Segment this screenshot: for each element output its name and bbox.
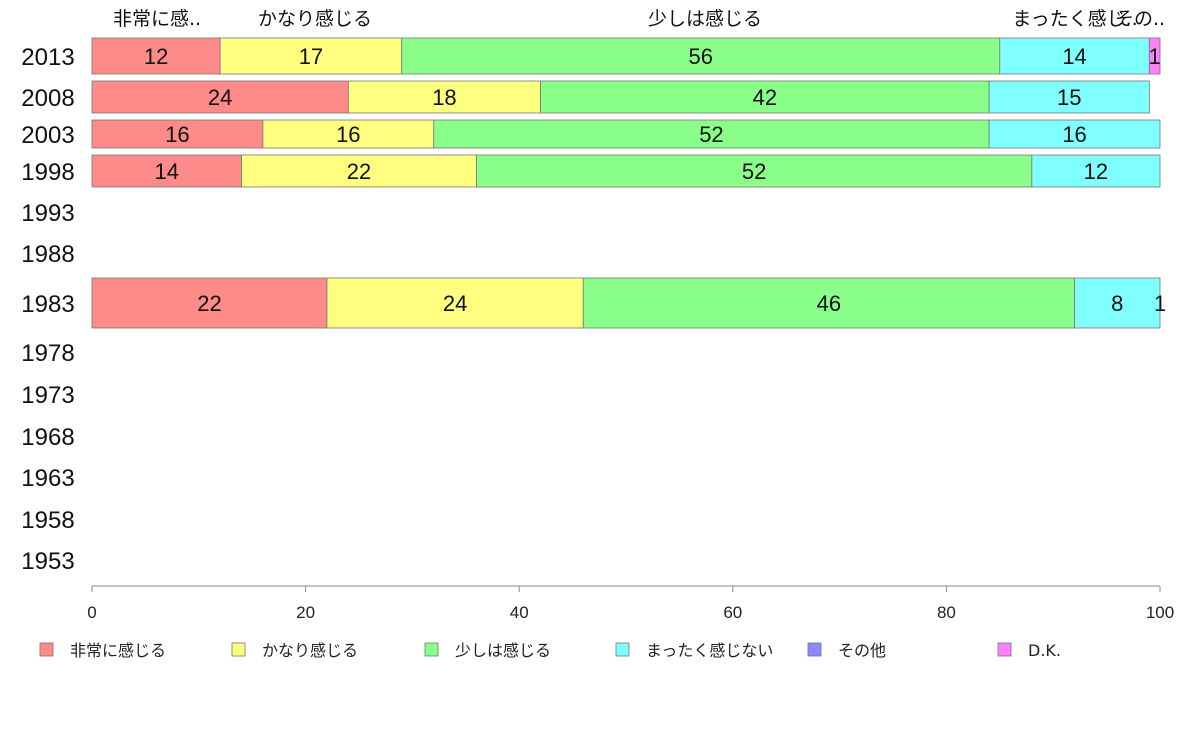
bar-1983-series-3 bbox=[1074, 277, 1161, 329]
year-label-1973: 1973 bbox=[21, 382, 74, 409]
bar-2013-series-1 bbox=[219, 37, 403, 75]
bar-2008-series-0 bbox=[91, 80, 349, 114]
data-label-2003-series-0: 16 bbox=[165, 122, 189, 147]
year-axis-labels: 2013 2008 2003 1998 1993 1988 1983 1978 1973 1968… bbox=[21, 44, 74, 575]
data-label-1998-series-1: 22 bbox=[347, 159, 371, 184]
bar-2003-series-2 bbox=[433, 119, 990, 149]
year-label-1968: 1968 bbox=[21, 424, 74, 451]
legend-swatch-2 bbox=[424, 642, 439, 657]
x-tick-label-80: 80 bbox=[937, 603, 956, 622]
data-label-2013-series-2: 56 bbox=[689, 44, 713, 69]
data-label-2003-series-1: 16 bbox=[336, 122, 360, 147]
year-label-1953: 1953 bbox=[21, 548, 74, 575]
top-label-4: その.. bbox=[1115, 8, 1165, 30]
year-label-1978: 1978 bbox=[21, 340, 74, 367]
year-label-1983: 1983 bbox=[21, 291, 74, 318]
legend-swatch-4 bbox=[807, 642, 822, 657]
bar-1998-series-0 bbox=[91, 154, 242, 188]
data-label-1983-series-3: 8 bbox=[1111, 291, 1123, 316]
bar-2003-series-3 bbox=[988, 119, 1161, 149]
data-label-2008-series-3: 15 bbox=[1057, 85, 1081, 110]
year-label-2008: 2008 bbox=[21, 85, 74, 112]
legend-swatch-1 bbox=[231, 642, 246, 657]
x-tick-label-40: 40 bbox=[510, 603, 529, 622]
year-label-1958: 1958 bbox=[21, 507, 74, 534]
legend-label-2: 少しは感じる bbox=[455, 641, 551, 660]
legend-swatch-3 bbox=[615, 642, 630, 657]
data-label-2013-series-0: 12 bbox=[144, 44, 168, 69]
data-label-1983-series-1: 24 bbox=[443, 291, 467, 316]
data-label-2013-series-3: 14 bbox=[1062, 44, 1086, 69]
legend: 非常に感じる かなり感じる 少しは感じる まったく感じない その他 D.K. bbox=[39, 641, 1061, 660]
bar-2008-series-2 bbox=[540, 80, 990, 114]
legend-label-3: まったく感じない bbox=[646, 641, 773, 660]
data-label-2008-series-2: 42 bbox=[753, 85, 777, 110]
legend-label-1: かなり感じる bbox=[262, 641, 358, 660]
bar-2008-series-3 bbox=[988, 80, 1150, 114]
data-label-2008-series-0: 24 bbox=[208, 85, 232, 110]
year-label-2003: 2003 bbox=[21, 122, 74, 149]
bars: 12 17 56 14 1 24 18 42 15 16 16 52 16 14 22 52 12 22 24 46 8… bbox=[91, 37, 1166, 329]
legend-swatch-0 bbox=[39, 642, 54, 657]
bar-2013-series-5 bbox=[1148, 37, 1161, 75]
bar-2003-series-0 bbox=[91, 119, 264, 149]
x-axis: 0 20 40 60 80 100 bbox=[87, 585, 1174, 622]
year-label-1988: 1988 bbox=[21, 241, 74, 268]
bar-2008-series-1 bbox=[347, 80, 541, 114]
year-label-1998: 1998 bbox=[21, 159, 74, 186]
data-label-2003-series-3: 16 bbox=[1062, 122, 1086, 147]
data-label-1983-series-0: 22 bbox=[197, 291, 221, 316]
bar-1983-series-2 bbox=[582, 277, 1075, 329]
bar-1983-series-1 bbox=[326, 277, 584, 329]
top-label-0: 非常に感.. bbox=[113, 8, 201, 30]
x-tick-label-20: 20 bbox=[296, 603, 315, 622]
bar-1998-series-1 bbox=[241, 154, 477, 188]
year-label-1963: 1963 bbox=[21, 465, 74, 492]
data-label-2013-series-5: 1 bbox=[1149, 44, 1161, 69]
bar-1998-series-2 bbox=[476, 154, 1033, 188]
legend-label-5: D.K. bbox=[1028, 641, 1061, 660]
data-label-1998-series-2: 52 bbox=[742, 159, 766, 184]
data-label-1983-series-2: 46 bbox=[817, 291, 841, 316]
top-label-2: 少しは感じる bbox=[648, 8, 762, 30]
data-label-2013-series-1: 17 bbox=[299, 44, 323, 69]
bar-1998-series-3 bbox=[1031, 154, 1161, 188]
x-tick-label-100: 100 bbox=[1146, 603, 1174, 622]
data-label-2008-series-1: 18 bbox=[432, 85, 456, 110]
x-tick-label-0: 0 bbox=[87, 603, 96, 622]
legend-label-4: その他 bbox=[838, 641, 886, 660]
data-label-1998-series-3: 12 bbox=[1084, 159, 1108, 184]
top-label-3: まったく感じ.. bbox=[1012, 8, 1137, 30]
year-label-1993: 1993 bbox=[21, 200, 74, 227]
top-label-1: かなり感じる bbox=[258, 8, 372, 30]
legend-label-0: 非常に感じる bbox=[70, 641, 166, 660]
data-label-1983-series-4: 1 bbox=[1154, 291, 1166, 316]
x-tick-label-60: 60 bbox=[723, 603, 742, 622]
data-label-2003-series-2: 52 bbox=[699, 122, 723, 147]
legend-swatch-5 bbox=[997, 642, 1012, 657]
bar-1983-series-0 bbox=[91, 277, 328, 329]
data-label-1998-series-0: 14 bbox=[155, 159, 179, 184]
year-label-2013: 2013 bbox=[21, 44, 74, 71]
top-category-labels: 非常に感.. かなり感じる 少しは感じる まったく感じ..その.. bbox=[113, 8, 1165, 30]
